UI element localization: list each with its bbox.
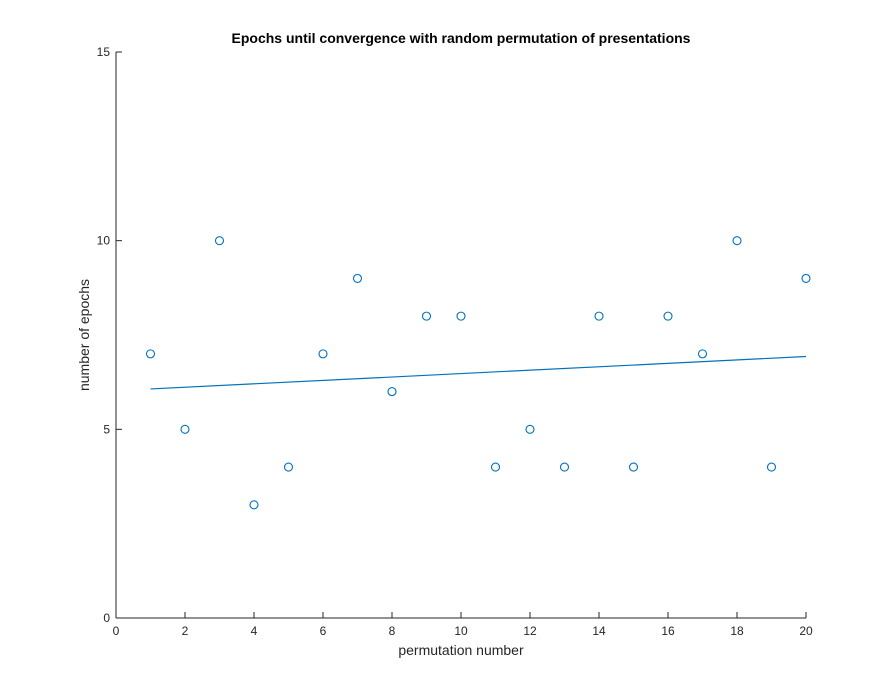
x-tick-label: 4 — [251, 624, 258, 638]
data-point — [697, 349, 708, 359]
x-tick-label: 20 — [799, 624, 813, 638]
data-point — [352, 273, 363, 283]
x-axis-label: permutation number — [398, 642, 524, 658]
x-tick-label: 2 — [182, 624, 189, 638]
y-tick-label: 5 — [103, 422, 110, 436]
y-axis-label: number of epochs — [76, 279, 92, 391]
data-point — [283, 462, 294, 472]
trend-line-group — [150, 355, 807, 390]
data-point — [387, 387, 397, 397]
y-axis-ticks: 0 5 10 15 — [97, 45, 122, 625]
x-tick-label: 18 — [730, 624, 744, 638]
trend-line — [150, 355, 807, 390]
data-point — [180, 424, 190, 434]
data-point — [525, 424, 535, 434]
data-point — [318, 349, 328, 359]
data-point — [145, 349, 156, 359]
data-point — [456, 311, 466, 321]
data-points — [145, 236, 811, 510]
data-point — [594, 311, 604, 321]
x-tick-label: 8 — [389, 624, 396, 638]
data-point — [663, 311, 673, 321]
x-axis-ticks: 0 2 4 6 8 10 12 14 16 18 20 — [113, 612, 813, 638]
x-tick-label: 0 — [113, 624, 120, 638]
data-point — [628, 462, 639, 472]
x-tick-label: 12 — [523, 624, 537, 638]
x-tick-label: 10 — [454, 624, 468, 638]
data-point — [801, 273, 811, 283]
chart-title: Epochs until convergence with random per… — [232, 30, 691, 46]
y-tick-label: 10 — [97, 234, 111, 248]
x-tick-label: 14 — [592, 624, 606, 638]
y-tick-label: 0 — [103, 611, 110, 625]
data-point — [766, 462, 777, 472]
x-tick-label: 16 — [661, 624, 675, 638]
data-point — [249, 500, 259, 510]
y-tick-label: 15 — [97, 45, 111, 59]
data-point — [490, 462, 501, 472]
data-point — [421, 311, 432, 321]
plot-area: 0 2 4 6 8 10 12 14 16 18 20 0 5 10 15 — [97, 45, 813, 638]
data-point — [559, 462, 570, 472]
x-tick-label: 6 — [320, 624, 327, 638]
data-point — [732, 236, 742, 246]
data-point — [214, 236, 225, 246]
